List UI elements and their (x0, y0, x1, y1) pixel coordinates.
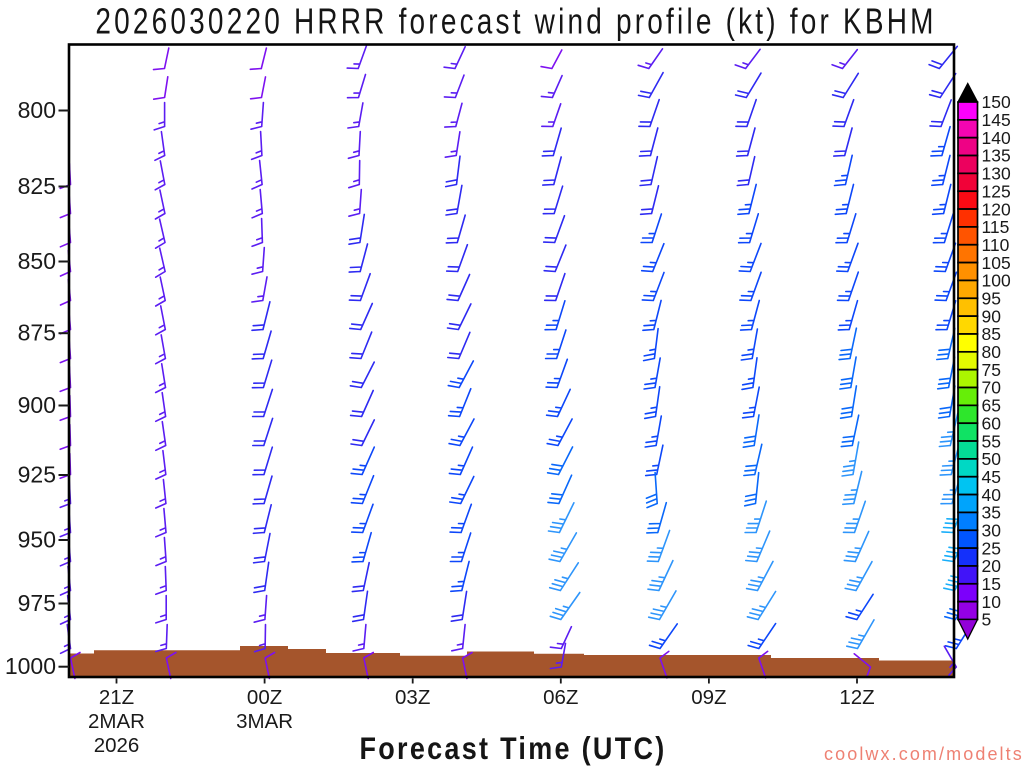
svg-text:coolwx.com/modelts: coolwx.com/modelts (824, 744, 1024, 764)
svg-text:95: 95 (982, 288, 1001, 308)
svg-text:06Z: 06Z (543, 686, 578, 709)
svg-text:40: 40 (982, 485, 1002, 505)
svg-text:85: 85 (982, 324, 1001, 344)
svg-text:125: 125 (982, 181, 1011, 201)
svg-text:115: 115 (982, 217, 1010, 237)
svg-text:2MAR: 2MAR (88, 710, 145, 733)
svg-text:900: 900 (18, 392, 56, 418)
svg-text:2026: 2026 (94, 734, 140, 757)
svg-text:80: 80 (982, 342, 1002, 362)
svg-text:135: 135 (982, 146, 1011, 166)
svg-text:55: 55 (982, 431, 1001, 451)
svg-text:65: 65 (982, 396, 1001, 416)
svg-text:10: 10 (982, 592, 1002, 612)
svg-text:5: 5 (982, 610, 992, 630)
svg-text:25: 25 (982, 538, 1001, 558)
svg-text:110: 110 (982, 235, 1010, 255)
svg-text:850: 850 (18, 248, 56, 274)
svg-text:120: 120 (982, 199, 1011, 219)
svg-text:3MAR: 3MAR (236, 710, 293, 733)
svg-text:21Z: 21Z (99, 686, 134, 709)
svg-text:140: 140 (982, 128, 1011, 148)
svg-text:Forecast Time (UTC): Forecast Time (UTC) (359, 732, 666, 766)
svg-text:70: 70 (982, 378, 1002, 398)
svg-text:50: 50 (982, 449, 1002, 469)
svg-text:75: 75 (982, 360, 1001, 380)
svg-text:03Z: 03Z (395, 686, 430, 709)
svg-text:925: 925 (18, 462, 56, 488)
svg-text:45: 45 (982, 467, 1001, 487)
svg-text:825: 825 (18, 173, 56, 199)
svg-text:800: 800 (18, 97, 56, 123)
svg-text:1000: 1000 (5, 653, 56, 679)
svg-text:30: 30 (982, 520, 1002, 540)
svg-text:100: 100 (982, 271, 1011, 291)
svg-text:145: 145 (982, 110, 1011, 130)
svg-text:950: 950 (18, 527, 56, 553)
svg-text:35: 35 (982, 503, 1001, 523)
svg-text:90: 90 (982, 306, 1002, 326)
svg-text:15: 15 (982, 574, 1001, 594)
svg-text:2026030220 HRRR forecast wind: 2026030220 HRRR forecast wind profile (k… (95, 1, 936, 41)
svg-text:150: 150 (982, 92, 1011, 112)
svg-text:09Z: 09Z (691, 686, 726, 709)
svg-text:60: 60 (982, 413, 1002, 433)
svg-text:975: 975 (18, 590, 56, 616)
svg-text:20: 20 (982, 556, 1002, 576)
svg-text:875: 875 (18, 320, 56, 346)
svg-text:00Z: 00Z (247, 686, 282, 709)
svg-text:105: 105 (982, 253, 1011, 273)
svg-text:130: 130 (982, 164, 1011, 184)
svg-text:12Z: 12Z (839, 686, 874, 709)
